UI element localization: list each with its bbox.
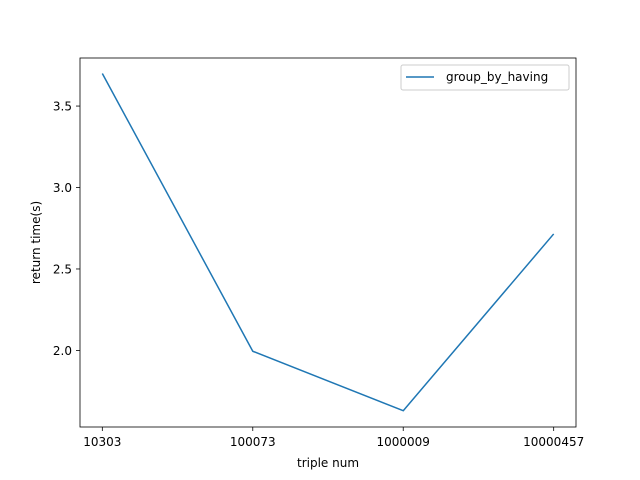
series-line-group-by-having [101,73,555,412]
y-tick-label: 3.0 [53,181,72,195]
x-tick-label: 1000009 [377,435,430,449]
y-tick-label: 2.0 [53,344,72,358]
legend: group_by_having [400,64,570,91]
y-tick-label: 2.5 [53,262,72,276]
x-axis-label: triple num [297,456,359,470]
y-axis-label: return time(s) [29,201,43,284]
x-tick-label: 10000457 [523,435,584,449]
legend-frame [400,64,570,91]
plot-frame [79,57,577,428]
x-tick-label: 100073 [230,435,276,449]
y-tick-label: 3.5 [53,100,72,114]
x-tick-label: 10303 [83,435,121,449]
legend-entry-group-by-having: group_by_having [446,70,548,84]
